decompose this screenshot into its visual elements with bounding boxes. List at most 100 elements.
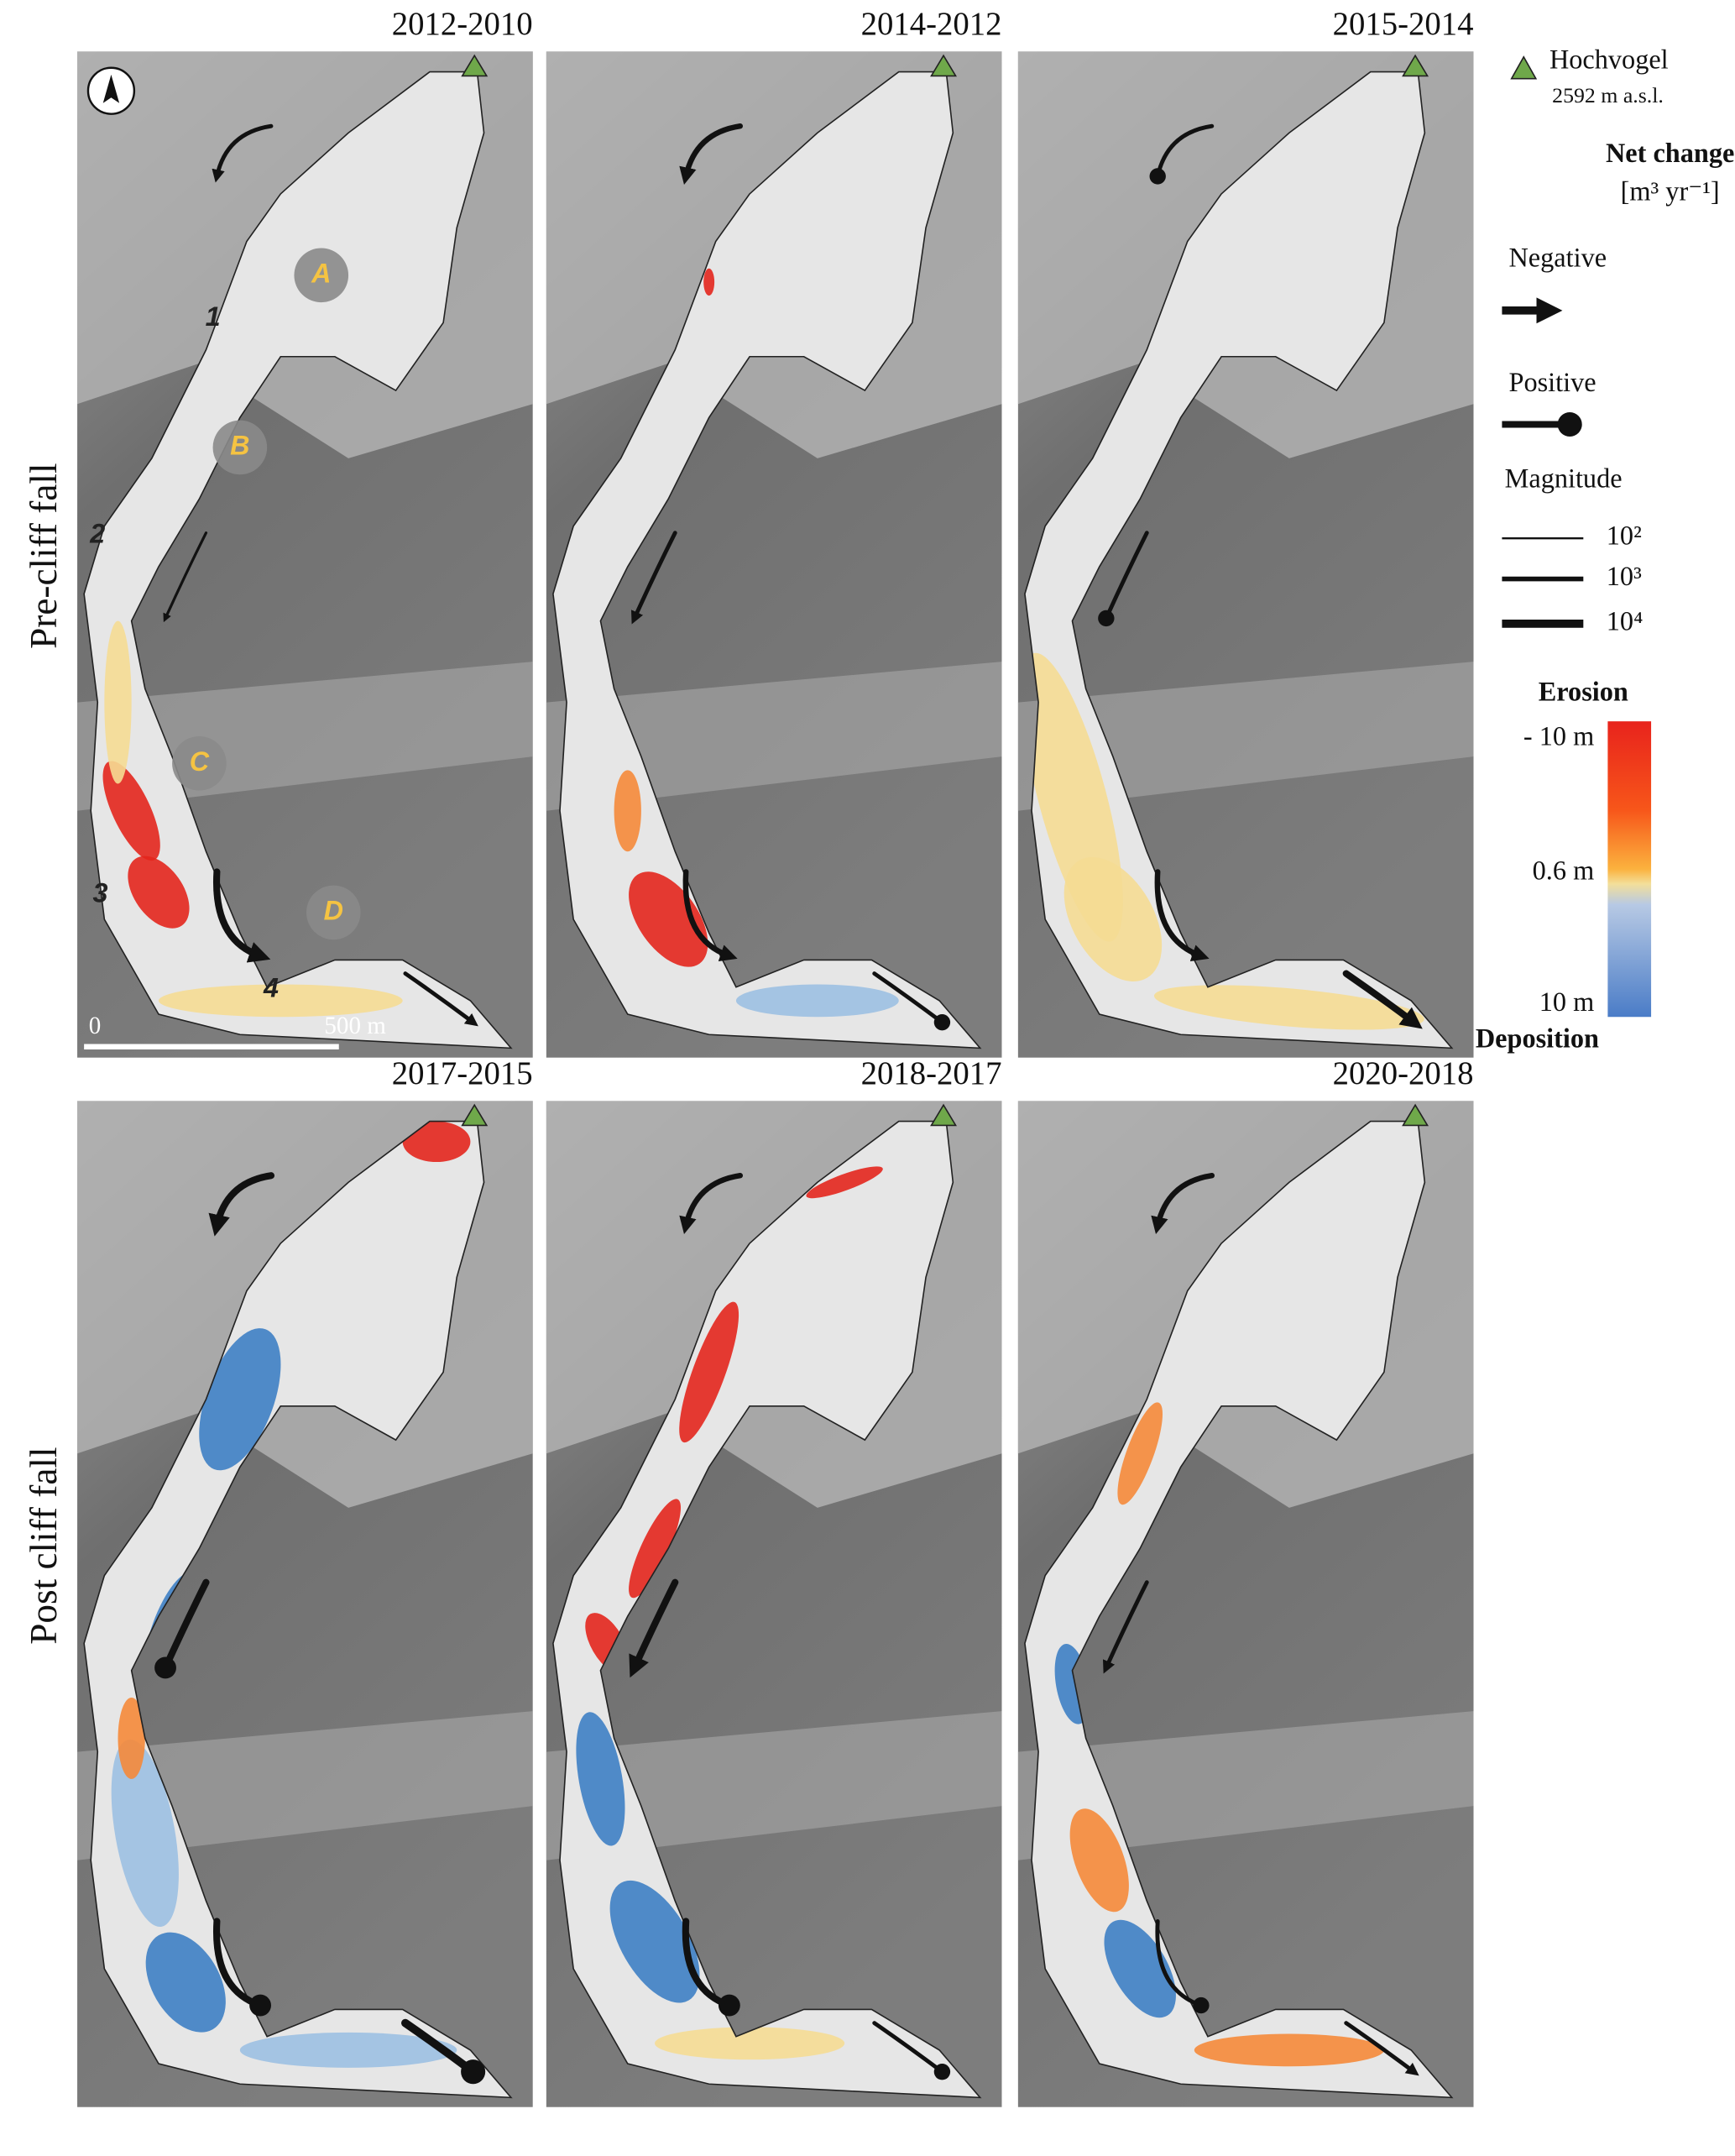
change-patches	[576, 1166, 883, 2060]
change-patch	[576, 1712, 625, 1846]
negative-flow-arrow	[403, 971, 478, 1027]
change-patch	[158, 984, 403, 1018]
change-patch	[614, 770, 641, 852]
negative-flow-arrow	[1154, 869, 1210, 961]
bright-band	[1017, 1711, 1474, 1860]
change-patch	[609, 1880, 700, 2003]
legend-magnitude: Magnitude	[1505, 463, 1623, 494]
magnitude-label: 10²	[1607, 521, 1642, 551]
legend-elevation: 2592 m a.s.l.	[1552, 83, 1664, 107]
negative-flow-arrow	[682, 869, 738, 961]
bright-band	[1017, 662, 1474, 811]
positive-flow-dot	[1149, 168, 1166, 185]
change-patch	[1069, 1808, 1129, 1913]
bright-band	[546, 662, 1002, 811]
peak-icon	[1510, 55, 1538, 80]
negative-flow-arrow	[679, 123, 744, 186]
change-patch	[102, 761, 160, 861]
magnitude-label: 10³	[1607, 561, 1642, 591]
positive-flow-arrow	[872, 2021, 944, 2075]
legend-positive: Positive	[1508, 367, 1596, 397]
reach-label: 3	[93, 877, 108, 908]
row-label: Post cliff fall	[23, 1447, 65, 1644]
map-panel: 2012-2010 A B C D 1 2 3 4 0 500 m	[77, 6, 533, 1058]
colorbar	[1607, 721, 1652, 1018]
change-patch	[128, 856, 190, 929]
change-patch	[735, 984, 899, 1018]
positive-flow-arrow	[1104, 531, 1149, 620]
negative-flow-arrow	[1102, 1580, 1149, 1674]
peak-icon	[1402, 1103, 1429, 1127]
positive-flow-dot	[154, 1656, 176, 1679]
legend-negative: Negative	[1508, 242, 1607, 272]
panel-title: 2018-2017	[861, 1055, 1002, 1091]
zone-label: D	[324, 895, 343, 925]
change-patches	[102, 620, 403, 1018]
positive-flow-dot	[718, 1994, 740, 2017]
positive-flow-dot	[1098, 610, 1115, 627]
change-patch	[1194, 2033, 1384, 2067]
map-panel: 2014-2012	[546, 6, 1002, 1058]
negative-flow-arrow	[630, 531, 677, 625]
map-panel: 2020-2018	[1017, 1055, 1474, 2107]
change-patch	[104, 620, 132, 784]
change-patch	[1117, 1402, 1163, 1505]
zone-label: C	[190, 746, 210, 777]
negative-flow-arrow	[212, 123, 274, 183]
panel-title: 2014-2012	[861, 6, 1002, 42]
positive-flow-arrow	[872, 971, 944, 1025]
legend: Hochvogel 2592 m a.s.l. Net change [m³ y…	[1476, 44, 1735, 1054]
change-patch	[118, 1697, 145, 1779]
panel-title: 2015-2014	[1333, 6, 1474, 42]
negative-flow-arrow	[1151, 1172, 1215, 1235]
peak-icon	[461, 1103, 489, 1127]
positive-flow-dot	[461, 2059, 486, 2085]
bright-band	[546, 1711, 1002, 1860]
legend-unit: [m³ yr⁻¹]	[1621, 175, 1720, 206]
colorbar-label: 10 m	[1539, 986, 1595, 1017]
change-patch	[1104, 1919, 1176, 2018]
change-patches	[1054, 1198, 1384, 2067]
panel-title: 2017-2015	[392, 1055, 533, 1091]
peak-icon	[930, 54, 958, 77]
zone-marker	[172, 735, 227, 791]
map-panel: 2017-2015	[77, 1055, 533, 2107]
change-patch	[111, 1739, 179, 1927]
reach-label: 4	[263, 972, 279, 1002]
positive-flow-arrow	[1155, 1919, 1204, 2008]
north-arrow-head	[102, 74, 120, 103]
map-panel: 2018-2017	[546, 1055, 1002, 2107]
reach-label: 1	[206, 301, 221, 332]
magnitude-label: 10⁴	[1607, 605, 1644, 636]
colorbar-label: 0.6 m	[1533, 855, 1595, 885]
row-labels: Pre-cliff fall Post cliff fall	[23, 463, 65, 1644]
change-patch	[1063, 856, 1163, 981]
positive-flow-dot	[933, 2064, 951, 2080]
legend-title: Net change	[1606, 138, 1734, 168]
panel-title: 2012-2010	[392, 6, 533, 42]
negative-flow-arrow	[208, 1172, 275, 1237]
positive-dot	[1557, 411, 1582, 437]
peak-icon	[1402, 54, 1429, 77]
reach-label: 2	[89, 518, 105, 548]
zone-label: B	[230, 430, 249, 460]
negative-flow-arrow	[1342, 970, 1423, 1029]
positive-flow-dot	[933, 1014, 951, 1031]
positive-flow-dot	[249, 1994, 271, 2017]
change-patch	[629, 871, 708, 967]
colorbar-label: - 10 m	[1523, 721, 1594, 751]
change-patch	[806, 1166, 883, 1199]
map-panel: 2015-2014	[1017, 6, 1474, 1058]
negative-flow-arrow	[1344, 2021, 1419, 2076]
change-patch	[1153, 985, 1424, 1030]
panel-title: 2020-2018	[1333, 1055, 1474, 1091]
change-patch	[629, 1499, 682, 1599]
change-patch	[679, 1301, 739, 1443]
negative-flow-arrow	[679, 1172, 744, 1235]
scale-end: 500 m	[324, 1013, 386, 1039]
positive-flow-arrow	[1155, 123, 1215, 179]
positive-flow-dot	[1193, 1996, 1210, 2014]
bright-band	[77, 1711, 533, 1860]
change-patch	[145, 1932, 226, 2033]
